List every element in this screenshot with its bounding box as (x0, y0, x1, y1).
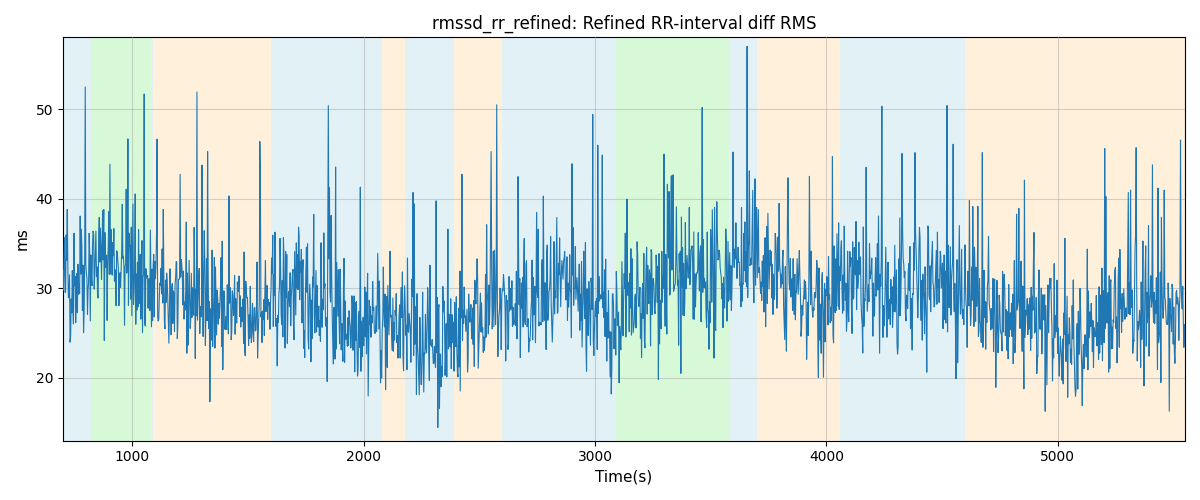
Bar (406, 38, 454, 440)
Bar (530, 38, 602, 440)
Bar (730, 38, 757, 440)
Bar (840, 38, 965, 440)
Bar (757, 38, 840, 440)
Title: rmssd_rr_refined: Refined RR-interval diff RMS: rmssd_rr_refined: Refined RR-interval di… (432, 15, 816, 34)
Y-axis label: ms: ms (16, 228, 30, 250)
Bar (90, 38, 151, 440)
Bar (616, 38, 730, 440)
Bar (503, 38, 530, 440)
X-axis label: Time(s): Time(s) (595, 470, 653, 485)
Bar (154, 38, 271, 440)
Bar (271, 38, 382, 440)
Bar (151, 38, 154, 440)
Bar (602, 38, 616, 440)
Bar (965, 38, 1186, 440)
Bar (454, 38, 503, 440)
Bar (62, 38, 90, 440)
Bar (382, 38, 406, 440)
